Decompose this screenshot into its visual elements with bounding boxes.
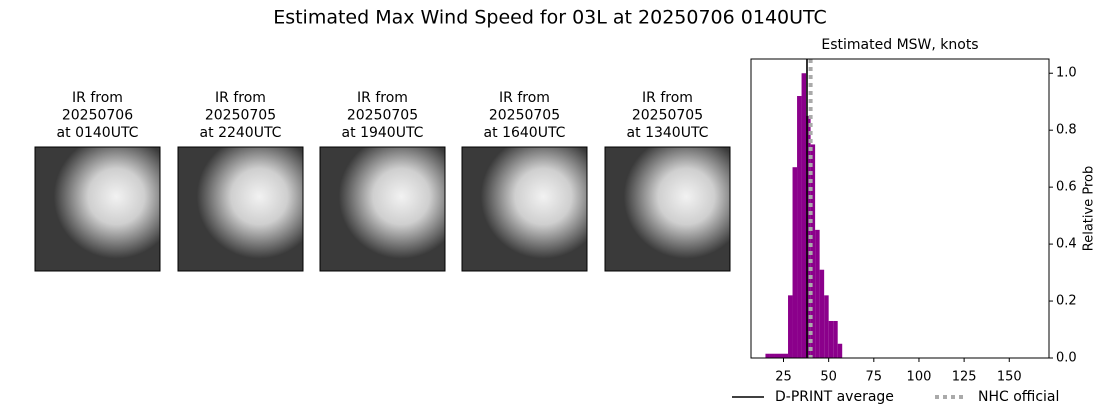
y-axis-label: Relative Prob (1082, 166, 1097, 251)
satellite-image (177, 146, 304, 272)
x-tick-label: 50 (820, 370, 837, 385)
bar (769, 353, 775, 358)
bar (806, 115, 811, 358)
legend-label: NHC official (978, 389, 1059, 405)
y-tick-label: 0.8 (1056, 123, 1077, 138)
satellite-image (604, 146, 731, 272)
bar (792, 167, 798, 358)
panel-caption: at 1940UTC (342, 125, 424, 141)
y-tick-label: 0.6 (1056, 180, 1077, 195)
y-tick-label: 1.0 (1056, 66, 1077, 81)
panel-caption: 20250705 (347, 108, 418, 124)
y-tick-label: 0.0 (1056, 351, 1077, 366)
bar (828, 320, 834, 358)
x-tick-label: 25 (775, 370, 792, 385)
bar (815, 229, 820, 358)
plot-frame (750, 58, 1050, 359)
bar (788, 295, 793, 358)
panel-caption: IR from (215, 90, 266, 106)
legend-label: D-PRINT average (775, 389, 894, 405)
bar (778, 353, 784, 358)
x-tick-label: 75 (866, 370, 883, 385)
bar (797, 96, 802, 359)
panel-caption: 20250705 (632, 108, 703, 124)
panel-caption: at 0140UTC (57, 125, 139, 141)
bar (833, 320, 838, 358)
x-tick-label: 125 (952, 370, 977, 385)
bar (783, 353, 789, 358)
panel-caption: IR from (499, 90, 550, 106)
panel-caption: IR from (642, 90, 693, 106)
satellite-image (34, 146, 161, 272)
panel-caption: at 1340UTC (627, 125, 709, 141)
y-tick-label: 0.4 (1056, 237, 1077, 252)
panel-caption: at 2240UTC (200, 125, 282, 141)
panel-caption: IR from (357, 90, 408, 106)
x-tick-label: 100 (907, 370, 932, 385)
panel-caption: 20250705 (205, 108, 276, 124)
bar (837, 343, 843, 358)
bar (774, 353, 779, 358)
panel-caption: 20250706 (62, 108, 133, 124)
panel-caption: 20250705 (489, 108, 560, 124)
bar (819, 269, 825, 358)
y-tick-label: 0.2 (1056, 294, 1077, 309)
x-tick-label: 150 (997, 370, 1022, 385)
figure-title: Estimated Max Wind Speed for 03L at 2025… (273, 7, 827, 29)
bar (765, 353, 770, 358)
satellite-image (319, 146, 446, 272)
bar (810, 144, 816, 358)
satellite-image (461, 146, 588, 272)
bar (801, 73, 807, 358)
panel-caption: at 1640UTC (484, 125, 566, 141)
bar (824, 295, 829, 358)
panel-caption: IR from (72, 90, 123, 106)
chart-title: Estimated MSW, knots (821, 37, 978, 53)
